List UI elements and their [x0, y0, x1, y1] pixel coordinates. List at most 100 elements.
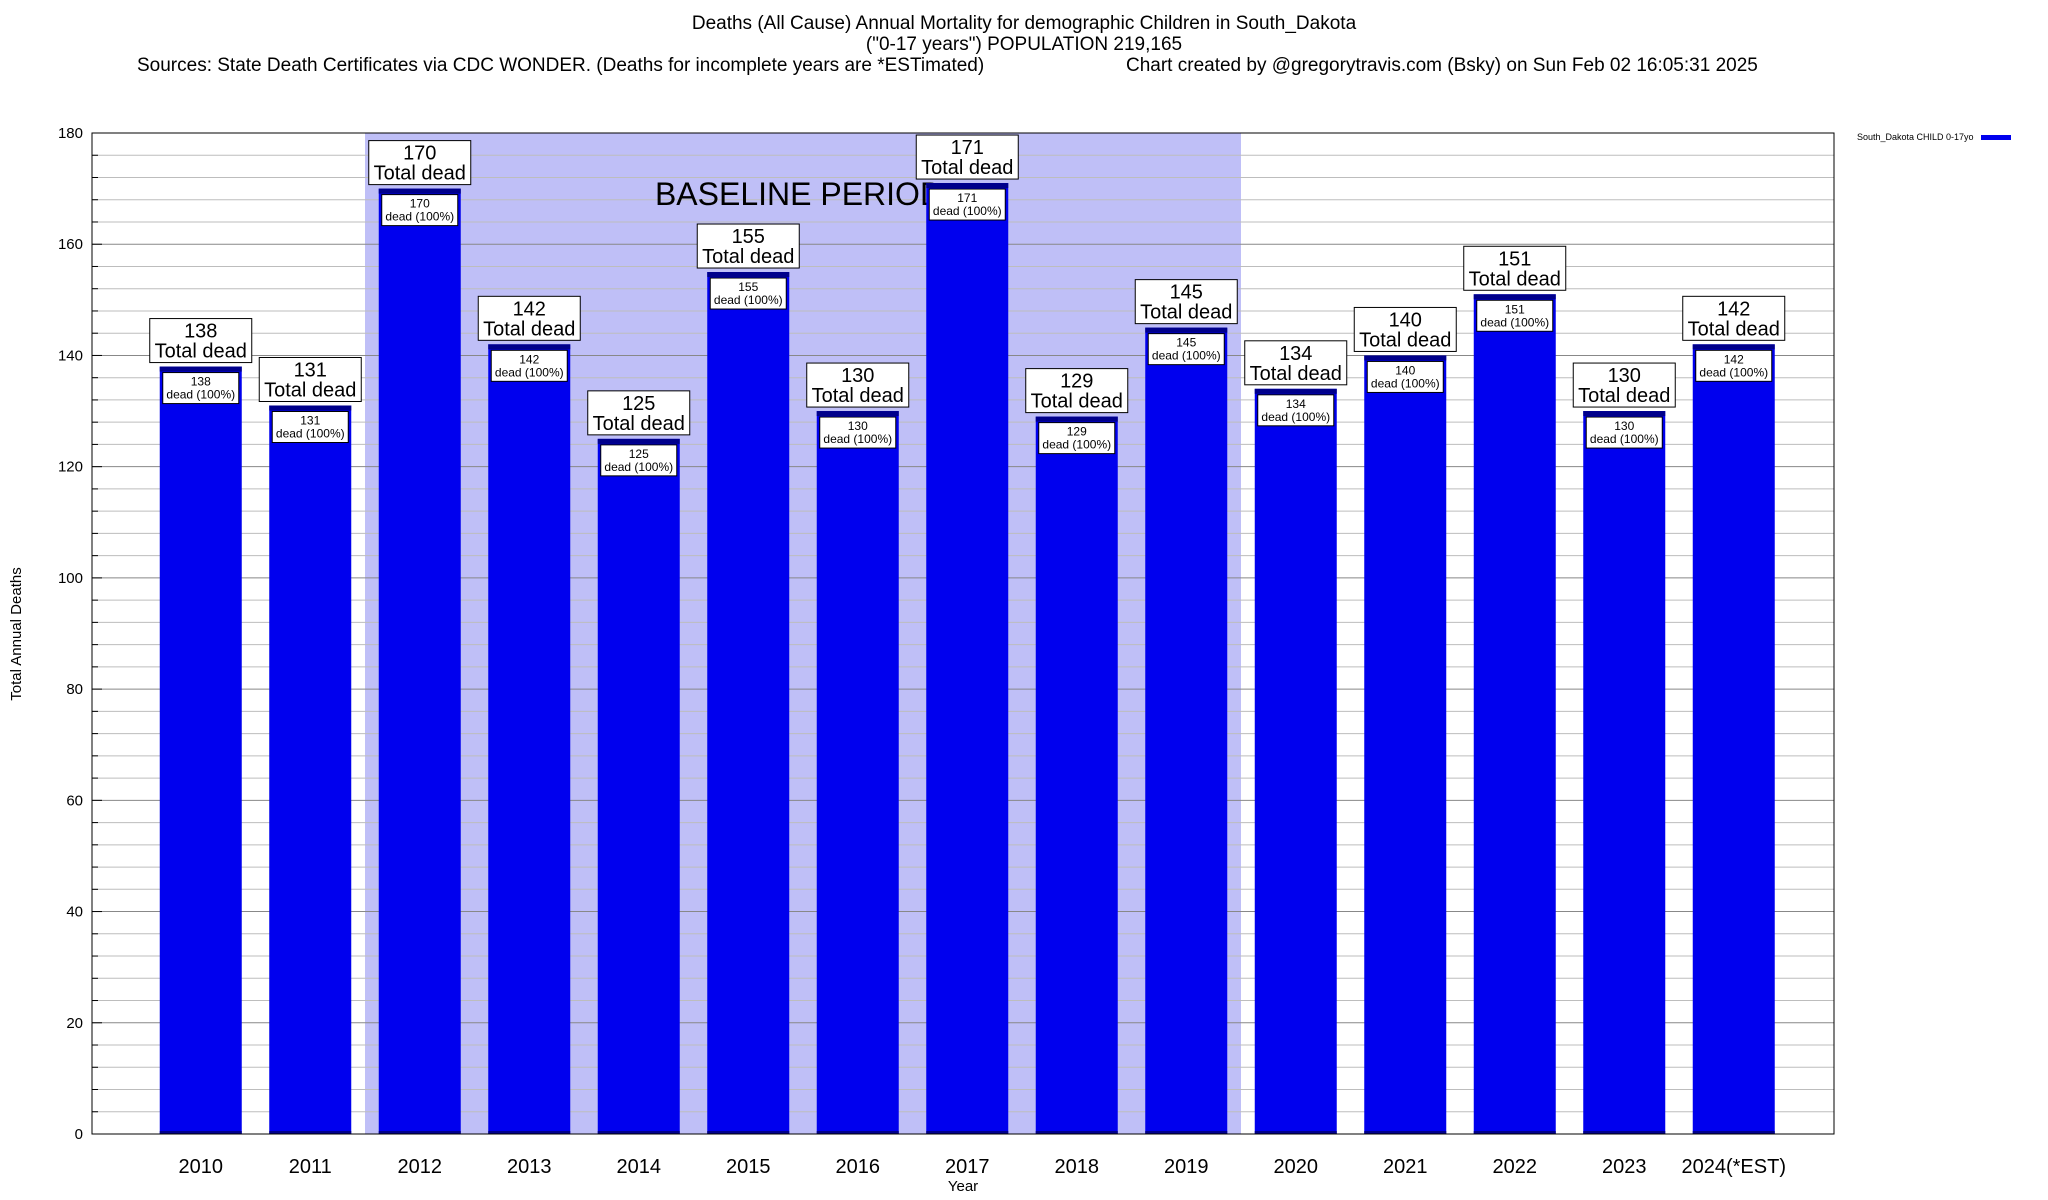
bar-total-value-label: 129 — [1060, 371, 1093, 393]
bar-inner-pct-label: dead (100%) — [166, 388, 235, 402]
bar-total-text-label: Total dead — [1250, 363, 1342, 385]
bar-bottom-edge — [1035, 1131, 1118, 1134]
bar-total-label-box — [1025, 368, 1129, 414]
bar — [1583, 411, 1666, 1134]
bar-inner-label-box — [819, 416, 897, 449]
bar-top-edge — [707, 272, 790, 278]
bar-total-text-label: Total dead — [1688, 318, 1780, 340]
bar-inner-label-box — [600, 444, 678, 477]
bar-inner-label-box — [709, 277, 787, 310]
bar-total-text-label: Total dead — [1140, 302, 1232, 324]
y-tick-label: 40 — [66, 904, 83, 921]
bar-inner-label-box — [490, 349, 568, 382]
bar-inner-value-label: 138 — [191, 375, 211, 389]
x-tick-label: 2024(*EST) — [1682, 1156, 1787, 1178]
bar — [1473, 294, 1556, 1134]
bar-inner-label-box — [1147, 333, 1225, 366]
bar-total-text-label: Total dead — [1469, 268, 1561, 290]
x-tick-label: 2013 — [507, 1156, 552, 1178]
x-tick-label: 2010 — [179, 1156, 224, 1178]
bar-inner-pct-label: dead (100%) — [1152, 349, 1221, 363]
bar-inner-label-box — [1038, 422, 1116, 455]
bar-top-edge — [269, 405, 352, 411]
bar-top-edge — [1254, 388, 1337, 394]
bar-total-label-box — [1353, 306, 1457, 352]
bar-inner-value-label: 151 — [1505, 302, 1525, 316]
bar-top-edge — [597, 438, 680, 444]
plot-frame — [91, 132, 1835, 1135]
x-tick-label: 2022 — [1493, 1156, 1538, 1178]
y-tick-label: 100 — [58, 570, 83, 587]
x-axis-title: Year — [948, 1178, 978, 1195]
bar — [378, 188, 461, 1135]
bar-inner-pct-label: dead (100%) — [1042, 438, 1111, 452]
bar-inner-value-label: 125 — [629, 447, 649, 461]
chart-sources-line: Sources: State Death Certificates via CD… — [0, 55, 2048, 77]
bar-total-label-box — [149, 318, 253, 364]
x-tick-label: 2023 — [1602, 1156, 1647, 1178]
x-tick-label: 2019 — [1164, 1156, 1209, 1178]
bar-inner-value-label: 140 — [1395, 363, 1415, 377]
bar-inner-label-box — [162, 372, 240, 405]
bar-inner-value-label: 142 — [519, 352, 539, 366]
bar-total-label-box — [1463, 245, 1567, 291]
bar-bottom-edge — [159, 1131, 242, 1134]
bar-inner-value-label: 130 — [848, 419, 868, 433]
bar-inner-label-box — [1476, 299, 1554, 332]
bar-inner-pct-label: dead (100%) — [276, 426, 345, 440]
bar-inner-pct-label: dead (100%) — [1699, 365, 1768, 379]
bar-total-label-box — [587, 390, 691, 436]
legend-label: South_Dakota CHILD 0-17yo — [1857, 132, 1974, 142]
bar-top-edge — [378, 188, 461, 194]
bar-inner-label-box — [381, 194, 459, 227]
bar-total-label-box — [806, 362, 910, 408]
bar-inner-pct-label: dead (100%) — [933, 204, 1002, 218]
bar-bottom-edge — [1692, 1131, 1775, 1134]
bar-inner-label-box — [1585, 416, 1663, 449]
bar-total-value-label: 130 — [1608, 365, 1641, 387]
x-tick-label: 2012 — [398, 1156, 443, 1178]
y-tick-label: 140 — [58, 347, 83, 364]
chart-subtitle: ("0-17 years") POPULATION 219,165 — [865, 34, 1183, 55]
bar-total-value-label: 138 — [184, 321, 217, 343]
bar-inner-pct-label: dead (100%) — [714, 293, 783, 307]
chart-sources: Sources: State Death Certificates via CD… — [137, 55, 985, 76]
bar-total-label-box — [1572, 362, 1676, 408]
bar-total-text-label: Total dead — [921, 157, 1013, 179]
bar-bottom-edge — [269, 1131, 352, 1134]
bar-bottom-edge — [1364, 1131, 1447, 1134]
bar-top-edge — [1364, 355, 1447, 361]
bar-total-label-box — [915, 134, 1019, 180]
bar-total-text-label: Total dead — [1359, 329, 1451, 351]
bar-inner-pct-label: dead (100%) — [1371, 376, 1440, 390]
bar-top-edge — [488, 344, 571, 350]
x-tick-label: 2011 — [289, 1156, 332, 1178]
chart-legend: South_Dakota CHILD 0-17yo — [1857, 132, 2011, 142]
bar — [926, 183, 1009, 1135]
bar-total-label-box — [368, 140, 472, 186]
bar-total-value-label: 134 — [1279, 343, 1312, 365]
bar-total-value-label: 130 — [841, 365, 874, 387]
bar — [1254, 388, 1337, 1134]
x-tick-label: 2014 — [617, 1156, 662, 1178]
x-tick-label: 2021 — [1383, 1156, 1428, 1178]
y-tick-label: 180 — [58, 125, 83, 142]
x-tick-label: 2017 — [945, 1156, 990, 1178]
bar — [159, 366, 242, 1135]
bar-bottom-edge — [816, 1131, 899, 1134]
bar-total-value-label: 140 — [1389, 309, 1422, 331]
bar-bottom-edge — [597, 1131, 680, 1134]
bar-top-edge — [1035, 416, 1118, 422]
bar-total-value-label: 155 — [732, 226, 765, 248]
bar-total-value-label: 125 — [622, 393, 655, 415]
y-tick-label: 120 — [58, 459, 83, 476]
bar-bottom-edge — [926, 1131, 1009, 1134]
bar-inner-label-box — [1366, 360, 1444, 393]
bar-total-text-label: Total dead — [483, 318, 575, 340]
bar — [1035, 416, 1118, 1134]
bar-inner-label-box — [1695, 349, 1773, 382]
bar-total-label-box — [1244, 340, 1348, 386]
bar — [1692, 344, 1775, 1134]
y-axis-title: Total Annual Deaths — [8, 567, 25, 700]
